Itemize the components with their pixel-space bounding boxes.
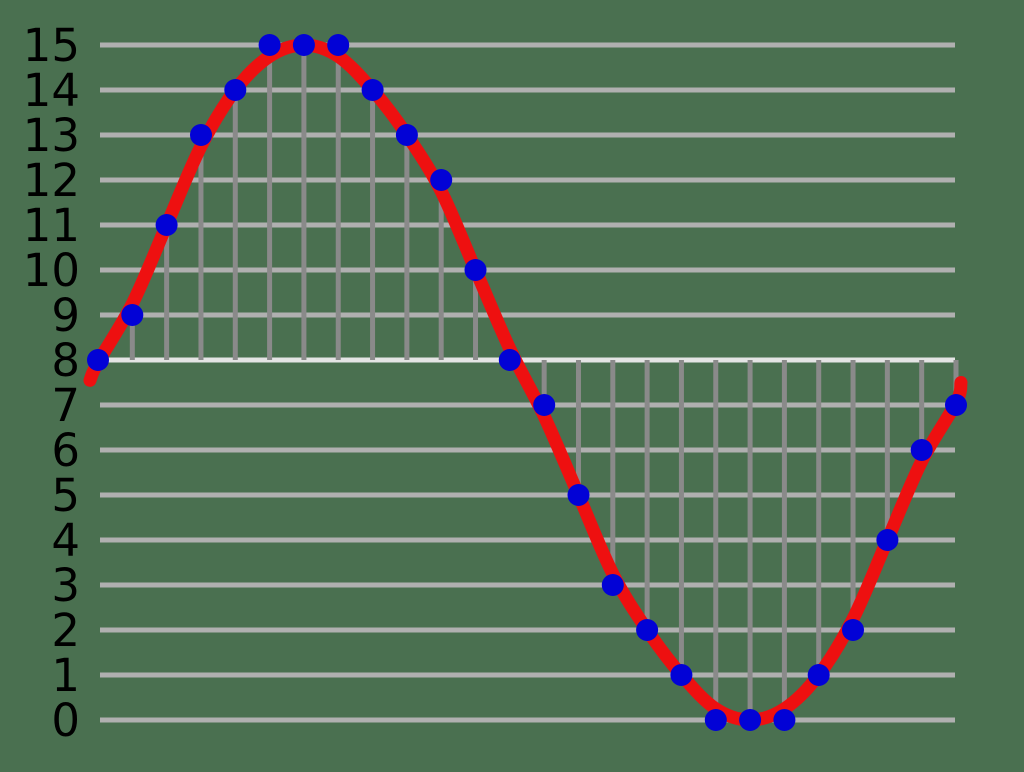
sample-point [464,259,487,281]
y-tick-label-3: 3 [51,559,80,612]
sample-point [807,664,830,686]
y-tick-label-10: 10 [23,244,80,297]
sample-point [842,619,864,641]
y-tick-label-4: 4 [51,514,80,567]
sample-point [533,394,556,416]
sample-point [704,709,727,731]
y-tick-label-6: 6 [51,424,80,477]
sample-point [876,529,899,551]
sample-point [910,439,933,461]
y-tick-label-14: 14 [23,64,80,117]
sample-point [945,394,967,416]
sample-point [395,124,418,146]
y-tick-label-0: 0 [51,694,80,747]
y-tick-label-7: 7 [51,379,80,432]
sample-point [361,79,384,101]
sample-point [87,349,109,371]
sample-point [224,79,247,101]
y-tick-label-13: 13 [23,109,80,162]
sample-point [601,574,624,596]
sample-point [567,484,590,506]
y-tick-label-1: 1 [51,649,80,702]
sample-point [190,124,212,146]
y-tick-label-11: 11 [23,199,80,252]
y-tick-label-2: 2 [51,604,80,657]
sample-point [739,709,762,731]
sample-point [327,34,350,56]
sample-point [292,34,315,56]
y-tick-label-15: 15 [23,19,80,72]
y-tick-label-5: 5 [51,469,80,522]
sample-point [636,619,659,641]
sample-point [155,214,178,236]
signal-curve [83,38,968,727]
y-tick-label-8: 8 [51,334,80,387]
sample-point [258,34,281,56]
sample-point [430,169,453,191]
sample-point [773,709,796,731]
sample-point [498,349,521,371]
sample-point [121,304,144,326]
y-tick-label-9: 9 [51,289,80,342]
y-tick-label-12: 12 [23,154,80,207]
sample-point [670,664,693,686]
